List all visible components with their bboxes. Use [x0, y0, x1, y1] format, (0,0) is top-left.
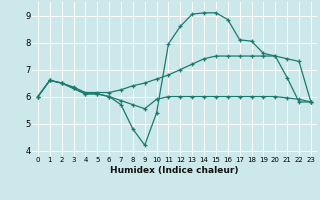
X-axis label: Humidex (Indice chaleur): Humidex (Indice chaleur): [110, 166, 239, 175]
